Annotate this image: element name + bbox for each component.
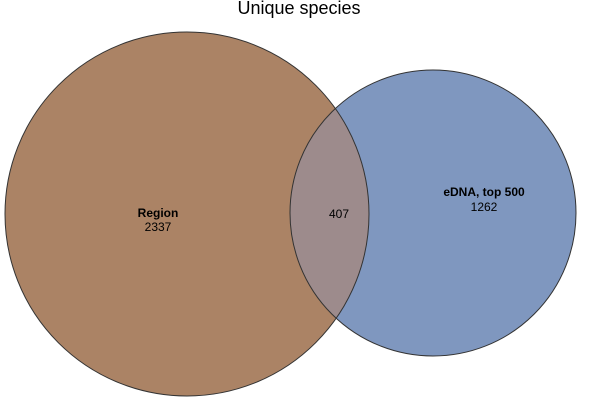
edna-circle — [290, 70, 576, 356]
edna-label: eDNA, top 500 — [443, 185, 525, 199]
edna-count: 1262 — [471, 200, 498, 214]
region-label: Region — [138, 206, 179, 220]
intersection-count: 407 — [329, 207, 349, 221]
region-circle-outline — [4, 31, 370, 397]
region-circle — [5, 32, 369, 396]
chart-title: Unique species — [237, 0, 360, 18]
edna-circle-outline — [289, 69, 577, 357]
region-count: 2337 — [145, 220, 172, 234]
